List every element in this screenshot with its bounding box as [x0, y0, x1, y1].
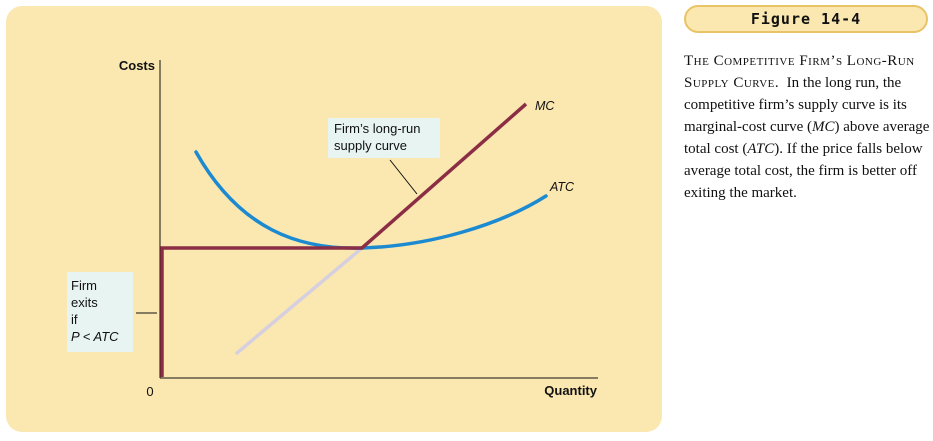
y-axis-label: Costs [119, 58, 155, 73]
supply-callout-line-2: supply curve [334, 138, 407, 153]
exit-callout-line-2: exits [71, 295, 98, 310]
supply-callout-pointer [389, 159, 418, 195]
mc-label: MC [535, 99, 555, 113]
supply-callout-line-1: Firm’s long-run [334, 121, 421, 136]
supply-diagram: Costs Quantity 0 MC ATC [119, 58, 598, 399]
atc-label: ATC [549, 180, 575, 194]
exit-callout: Firm exits if P < ATC [67, 272, 133, 352]
long-run-supply-curve [160, 102, 528, 377]
mc-curve-lower [235, 246, 364, 355]
caption-text-3: ). If the price falls below average tota… [684, 141, 923, 201]
supply-callout: Firm’s long-run supply curve [328, 118, 440, 158]
figure-panel [6, 6, 662, 432]
atc-curve [194, 150, 548, 250]
x-axis-label: Quantity [544, 383, 597, 398]
exit-callout-line-3: if [71, 312, 78, 327]
figure-tag: Figure 14-4 [684, 5, 928, 33]
caption-text-2: ) above average total cost ( [684, 119, 930, 157]
caption-atc: ATC [747, 141, 775, 157]
caption-mc: MC [812, 119, 835, 135]
exit-condition: P < ATC [71, 329, 119, 344]
caption-heading: The Competitive Firm’s Long-Run Supply C… [684, 53, 915, 91]
figure-caption: The Competitive Firm’s Long-Run Supply C… [684, 50, 930, 204]
caption-text-1: In the long run, the competitive firm’s … [684, 75, 907, 135]
exit-callout-line-1: Firm [71, 278, 97, 293]
origin-label: 0 [146, 384, 153, 399]
